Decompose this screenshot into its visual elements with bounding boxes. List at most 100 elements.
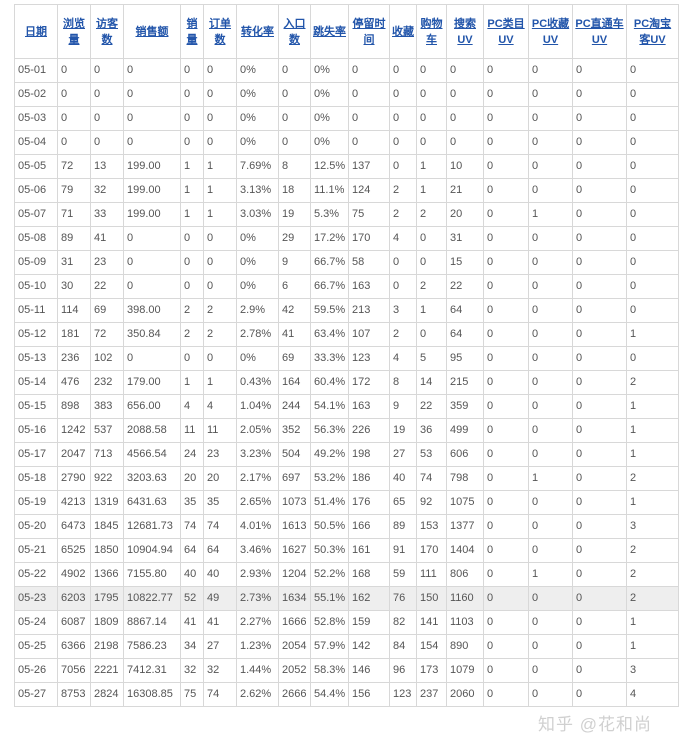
- table-cell: 244: [278, 394, 311, 419]
- table-cell: 0: [203, 346, 237, 371]
- column-header-sort-link[interactable]: 购物车: [416, 4, 447, 59]
- table-cell: 05-14: [14, 370, 58, 395]
- table-cell: 60.4%: [310, 370, 349, 395]
- table-cell: 0: [90, 106, 124, 131]
- column-header-sort-link[interactable]: 转化率: [236, 4, 279, 59]
- table-cell: 84: [389, 634, 417, 659]
- table-cell: 05-16: [14, 418, 58, 443]
- table-cell: 0.43%: [236, 370, 279, 395]
- table-cell: 3.13%: [236, 178, 279, 203]
- table-cell: 05-18: [14, 466, 58, 491]
- table-cell: 0: [389, 274, 417, 299]
- table-cell: 0: [572, 130, 627, 155]
- table-cell: 150: [416, 586, 447, 611]
- column-header-sort-link[interactable]: 入口数: [278, 4, 311, 59]
- table-cell: 3.23%: [236, 442, 279, 467]
- table-cell: 0: [416, 226, 447, 251]
- table-cell: 7412.31: [123, 658, 181, 683]
- header-row: 日期 浏览量 访客数 销售额 销量 订单数 转化率 入口数 跳失率 停留时间 收藏 购物车 搜索UV PC…: [14, 4, 679, 59]
- table-cell: 20: [446, 202, 484, 227]
- table-cell: 0: [483, 538, 529, 563]
- table-cell: 146: [348, 658, 390, 683]
- column-header-sort-link[interactable]: 跳失率: [310, 4, 349, 59]
- column-header-sort-link[interactable]: 访客数: [90, 4, 124, 59]
- column-header-sort-link[interactable]: 订单数: [203, 4, 237, 59]
- table-cell: 199.00: [123, 178, 181, 203]
- table-cell: 0: [483, 274, 529, 299]
- table-cell: 7056: [57, 658, 91, 683]
- column-header-sort-link[interactable]: 销量: [180, 4, 204, 59]
- column-header-sort-link[interactable]: PC类目UV: [483, 4, 529, 59]
- table-cell: 0: [528, 370, 573, 395]
- table-cell: 75: [348, 202, 390, 227]
- table-cell: 1242: [57, 418, 91, 443]
- table-cell: 2: [389, 322, 417, 347]
- table-cell: 05-23: [14, 586, 58, 611]
- table-cell: 0: [446, 82, 484, 107]
- table-cell: 40: [389, 466, 417, 491]
- table-cell: 226: [348, 418, 390, 443]
- column-header-sort-link[interactable]: 收藏: [389, 4, 417, 59]
- table-cell: 0: [528, 250, 573, 275]
- table-row: 05-05 72 13 199.00 1 1 7.69% 8 12.5% 137 0 1 10 0 0 0 0: [14, 154, 679, 179]
- table-row: 05-07 71 33 199.00 1 1 3.03% 19 5.3% 75 2 2 20 0 1 0 0: [14, 202, 679, 227]
- table-cell: 05-27: [14, 682, 58, 707]
- table-cell: 2: [626, 466, 679, 491]
- table-cell: 0: [528, 658, 573, 683]
- table-cell: 34: [180, 634, 204, 659]
- table-cell: 0: [348, 130, 390, 155]
- table-cell: 0: [483, 370, 529, 395]
- table-cell: 3.46%: [236, 538, 279, 563]
- table-cell: 237: [416, 682, 447, 707]
- column-header-sort-link[interactable]: PC淘宝客UV: [626, 4, 679, 59]
- column-header-sort-link[interactable]: PC收藏UV: [528, 4, 573, 59]
- table-cell: 0: [528, 58, 573, 83]
- table-cell: 0: [57, 58, 91, 83]
- table-cell: 05-24: [14, 610, 58, 635]
- table-cell: 199.00: [123, 154, 181, 179]
- table-cell: 2.27%: [236, 610, 279, 635]
- column-header-sort-link[interactable]: 搜索UV: [446, 4, 484, 59]
- column-header-sort-link[interactable]: 浏览量: [57, 4, 91, 59]
- table-cell: 2.65%: [236, 490, 279, 515]
- table-cell: 0%: [236, 226, 279, 251]
- table-cell: 0: [57, 82, 91, 107]
- table-cell: 141: [416, 610, 447, 635]
- table-cell: 40: [180, 562, 204, 587]
- table-cell: 2088.58: [123, 418, 181, 443]
- table-cell: 4: [389, 226, 417, 251]
- table-cell: 0: [572, 82, 627, 107]
- column-header-sort-link[interactable]: 停留时间: [348, 4, 390, 59]
- table-cell: 0: [626, 130, 679, 155]
- table-cell: 2: [180, 298, 204, 323]
- table-cell: 75: [180, 682, 204, 707]
- table-cell: 64: [446, 298, 484, 323]
- table-cell: 32: [203, 658, 237, 683]
- table-cell: 142: [348, 634, 390, 659]
- column-header-sort-link[interactable]: 销售额: [123, 4, 181, 59]
- column-header-sort-link[interactable]: 日期: [14, 4, 58, 59]
- table-cell: 11: [203, 418, 237, 443]
- table-cell: 0: [483, 106, 529, 131]
- table-cell: 383: [90, 394, 124, 419]
- table-cell: 35: [203, 490, 237, 515]
- table-cell: 56.3%: [310, 418, 349, 443]
- table-cell: 0: [180, 274, 204, 299]
- table-cell: 0: [446, 130, 484, 155]
- table-cell: 0: [572, 490, 627, 515]
- table-cell: 0: [528, 634, 573, 659]
- table-cell: 0: [483, 562, 529, 587]
- table-cell: 199.00: [123, 202, 181, 227]
- column-header-sort-link[interactable]: PC直通车UV: [572, 4, 627, 59]
- table-cell: 0: [572, 466, 627, 491]
- table-cell: 0: [528, 610, 573, 635]
- table-cell: 1075: [446, 490, 484, 515]
- table-cell: 1666: [278, 610, 311, 635]
- table-cell: 0: [572, 394, 627, 419]
- table-cell: 0: [389, 58, 417, 83]
- table-cell: 0: [483, 298, 529, 323]
- table-row: 05-12 181 72 350.84 2 2 2.78% 41 63.4% 107 2 0 64 0 0 0…: [14, 322, 679, 347]
- table-cell: 0: [528, 394, 573, 419]
- table-cell: 236: [57, 346, 91, 371]
- table-cell: 1.44%: [236, 658, 279, 683]
